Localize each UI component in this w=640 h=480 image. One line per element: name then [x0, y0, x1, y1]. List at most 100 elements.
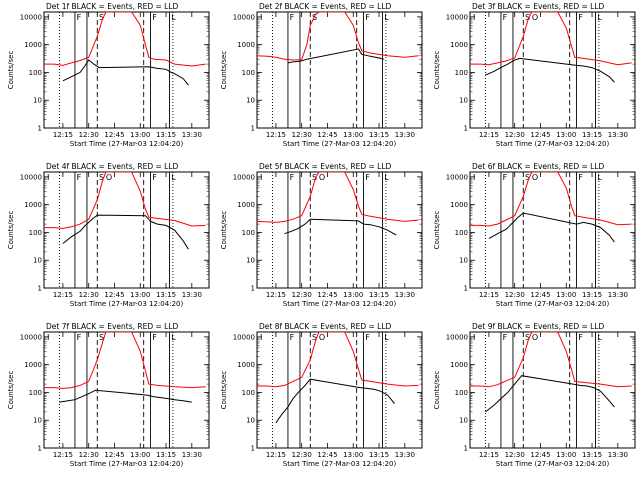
x-tick-label: 12:30: [505, 291, 525, 299]
interval-marker-label: F: [77, 173, 82, 182]
x-tick-label: 13:30: [608, 291, 628, 299]
x-tick-label: 12:45: [317, 131, 337, 139]
interval-marker-label: F: [503, 13, 508, 22]
interval-marker-label: F: [503, 173, 508, 182]
y-tick-label: 100: [455, 229, 468, 237]
y-tick-label: 1: [38, 445, 42, 453]
series-line-events: [485, 57, 615, 83]
interval-marker-label: F: [77, 333, 82, 342]
y-tick-label: 10: [459, 417, 468, 425]
series-line-events: [59, 389, 192, 403]
plot-frame: [43, 171, 210, 289]
x-axis-label: Start Time (27-Mar-03 12:04:20): [283, 300, 397, 308]
panel-title: Det 9f BLACK = Events, RED = LLD: [472, 322, 605, 331]
interval-marker-label: S: [525, 13, 530, 22]
y-tick-label: 100: [242, 229, 255, 237]
interval-marker-label: F: [365, 333, 370, 342]
y-tick-label: 10: [459, 257, 468, 265]
panel-det-6f: Det 6f BLACK = Events, RED = LLD 1 10 100 10…: [433, 162, 636, 308]
interval-marker-label: O: [319, 173, 325, 182]
y-tick-label: 10: [246, 257, 255, 265]
y-tick-label: 10: [246, 97, 255, 105]
x-tick-label: 13:15: [156, 451, 176, 459]
x-tick-label: 13:30: [395, 451, 415, 459]
interval-marker-label: F: [365, 13, 370, 22]
interval-marker-label: I: [473, 13, 475, 22]
series-line-events: [485, 375, 615, 413]
series-line-events: [62, 214, 189, 250]
x-tick-label: 12:30: [292, 451, 312, 459]
x-tick-label: 13:30: [395, 291, 415, 299]
panel-det-1f: Det 1f BLACK = Events, RED = LLD 1 10 100 10…: [7, 2, 210, 148]
x-tick-label: 13:00: [130, 131, 150, 139]
panel-title: Det 7f BLACK = Events, RED = LLD: [46, 322, 179, 331]
y-tick-label: 1: [464, 445, 468, 453]
series-line-lld: [257, 332, 419, 388]
x-tick-label: 12:30: [79, 131, 99, 139]
interval-marker-label: S: [312, 333, 317, 342]
series-line-lld: [44, 12, 206, 67]
y-axis-label: Counts/sec: [220, 51, 228, 90]
series-line-lld: [470, 172, 632, 227]
interval-marker-label: I: [47, 333, 49, 342]
series-line-lld: [257, 12, 419, 61]
y-axis-label: Counts/sec: [220, 211, 228, 250]
series-line-lld: [44, 332, 206, 389]
x-tick-label: 12:45: [530, 451, 550, 459]
x-tick-label: 12:45: [530, 131, 550, 139]
interval-marker-label: L: [171, 13, 176, 22]
interval-marker-label: I: [260, 173, 262, 182]
interval-marker-label: F: [77, 13, 82, 22]
series-line-events: [488, 212, 615, 243]
x-tick-label: 13:00: [556, 451, 576, 459]
interval-marker-label: F: [152, 333, 157, 342]
x-tick-label: 12:15: [53, 451, 73, 459]
interval-marker-label: I: [47, 13, 49, 22]
y-tick-label: 1000: [450, 41, 468, 49]
x-tick-label: 12:15: [266, 291, 286, 299]
x-tick-label: 12:30: [79, 291, 99, 299]
interval-marker-label: O: [532, 13, 538, 22]
y-tick-label: 10: [33, 97, 42, 105]
y-tick-label: 10000: [233, 13, 255, 21]
y-tick-label: 10000: [20, 333, 42, 341]
x-tick-label: 12:30: [292, 291, 312, 299]
x-tick-label: 12:15: [53, 291, 73, 299]
interval-marker-label: F: [152, 173, 157, 182]
x-tick-label: 12:30: [79, 451, 99, 459]
x-tick-label: 13:30: [182, 291, 202, 299]
interval-marker-label: F: [290, 13, 295, 22]
interval-marker-label: O: [532, 333, 538, 342]
x-tick-label: 13:15: [369, 451, 389, 459]
interval-marker-label: L: [597, 333, 602, 342]
y-tick-label: 10000: [446, 173, 468, 181]
x-tick-label: 13:30: [182, 451, 202, 459]
series-line-events: [275, 378, 395, 424]
plot-frame: [469, 11, 636, 129]
x-tick-label: 13:15: [369, 131, 389, 139]
x-tick-label: 12:30: [292, 131, 312, 139]
x-tick-label: 12:45: [104, 451, 124, 459]
x-tick-label: 12:15: [479, 131, 499, 139]
interval-marker-label: L: [597, 173, 602, 182]
x-tick-label: 13:15: [156, 291, 176, 299]
x-tick-label: 12:15: [479, 451, 499, 459]
interval-marker-label: I: [47, 173, 49, 182]
interval-marker-label: S: [525, 173, 530, 182]
interval-marker-label: I: [473, 173, 475, 182]
series-line-lld: [44, 172, 206, 229]
panel-title: Det 6f BLACK = Events, RED = LLD: [472, 162, 605, 171]
y-axis-label: Counts/sec: [7, 211, 15, 250]
y-tick-label: 1000: [24, 201, 42, 209]
x-tick-label: 13:00: [130, 451, 150, 459]
y-tick-label: 10: [246, 417, 255, 425]
panel-title: Det 4f BLACK = Events, RED = LLD: [46, 162, 179, 171]
y-tick-label: 10: [33, 417, 42, 425]
interval-marker-label: I: [473, 333, 475, 342]
x-tick-label: 12:15: [479, 291, 499, 299]
y-tick-label: 100: [242, 389, 255, 397]
interval-marker-label: F: [578, 173, 583, 182]
x-tick-label: 12:45: [530, 291, 550, 299]
interval-marker-label: L: [171, 173, 176, 182]
